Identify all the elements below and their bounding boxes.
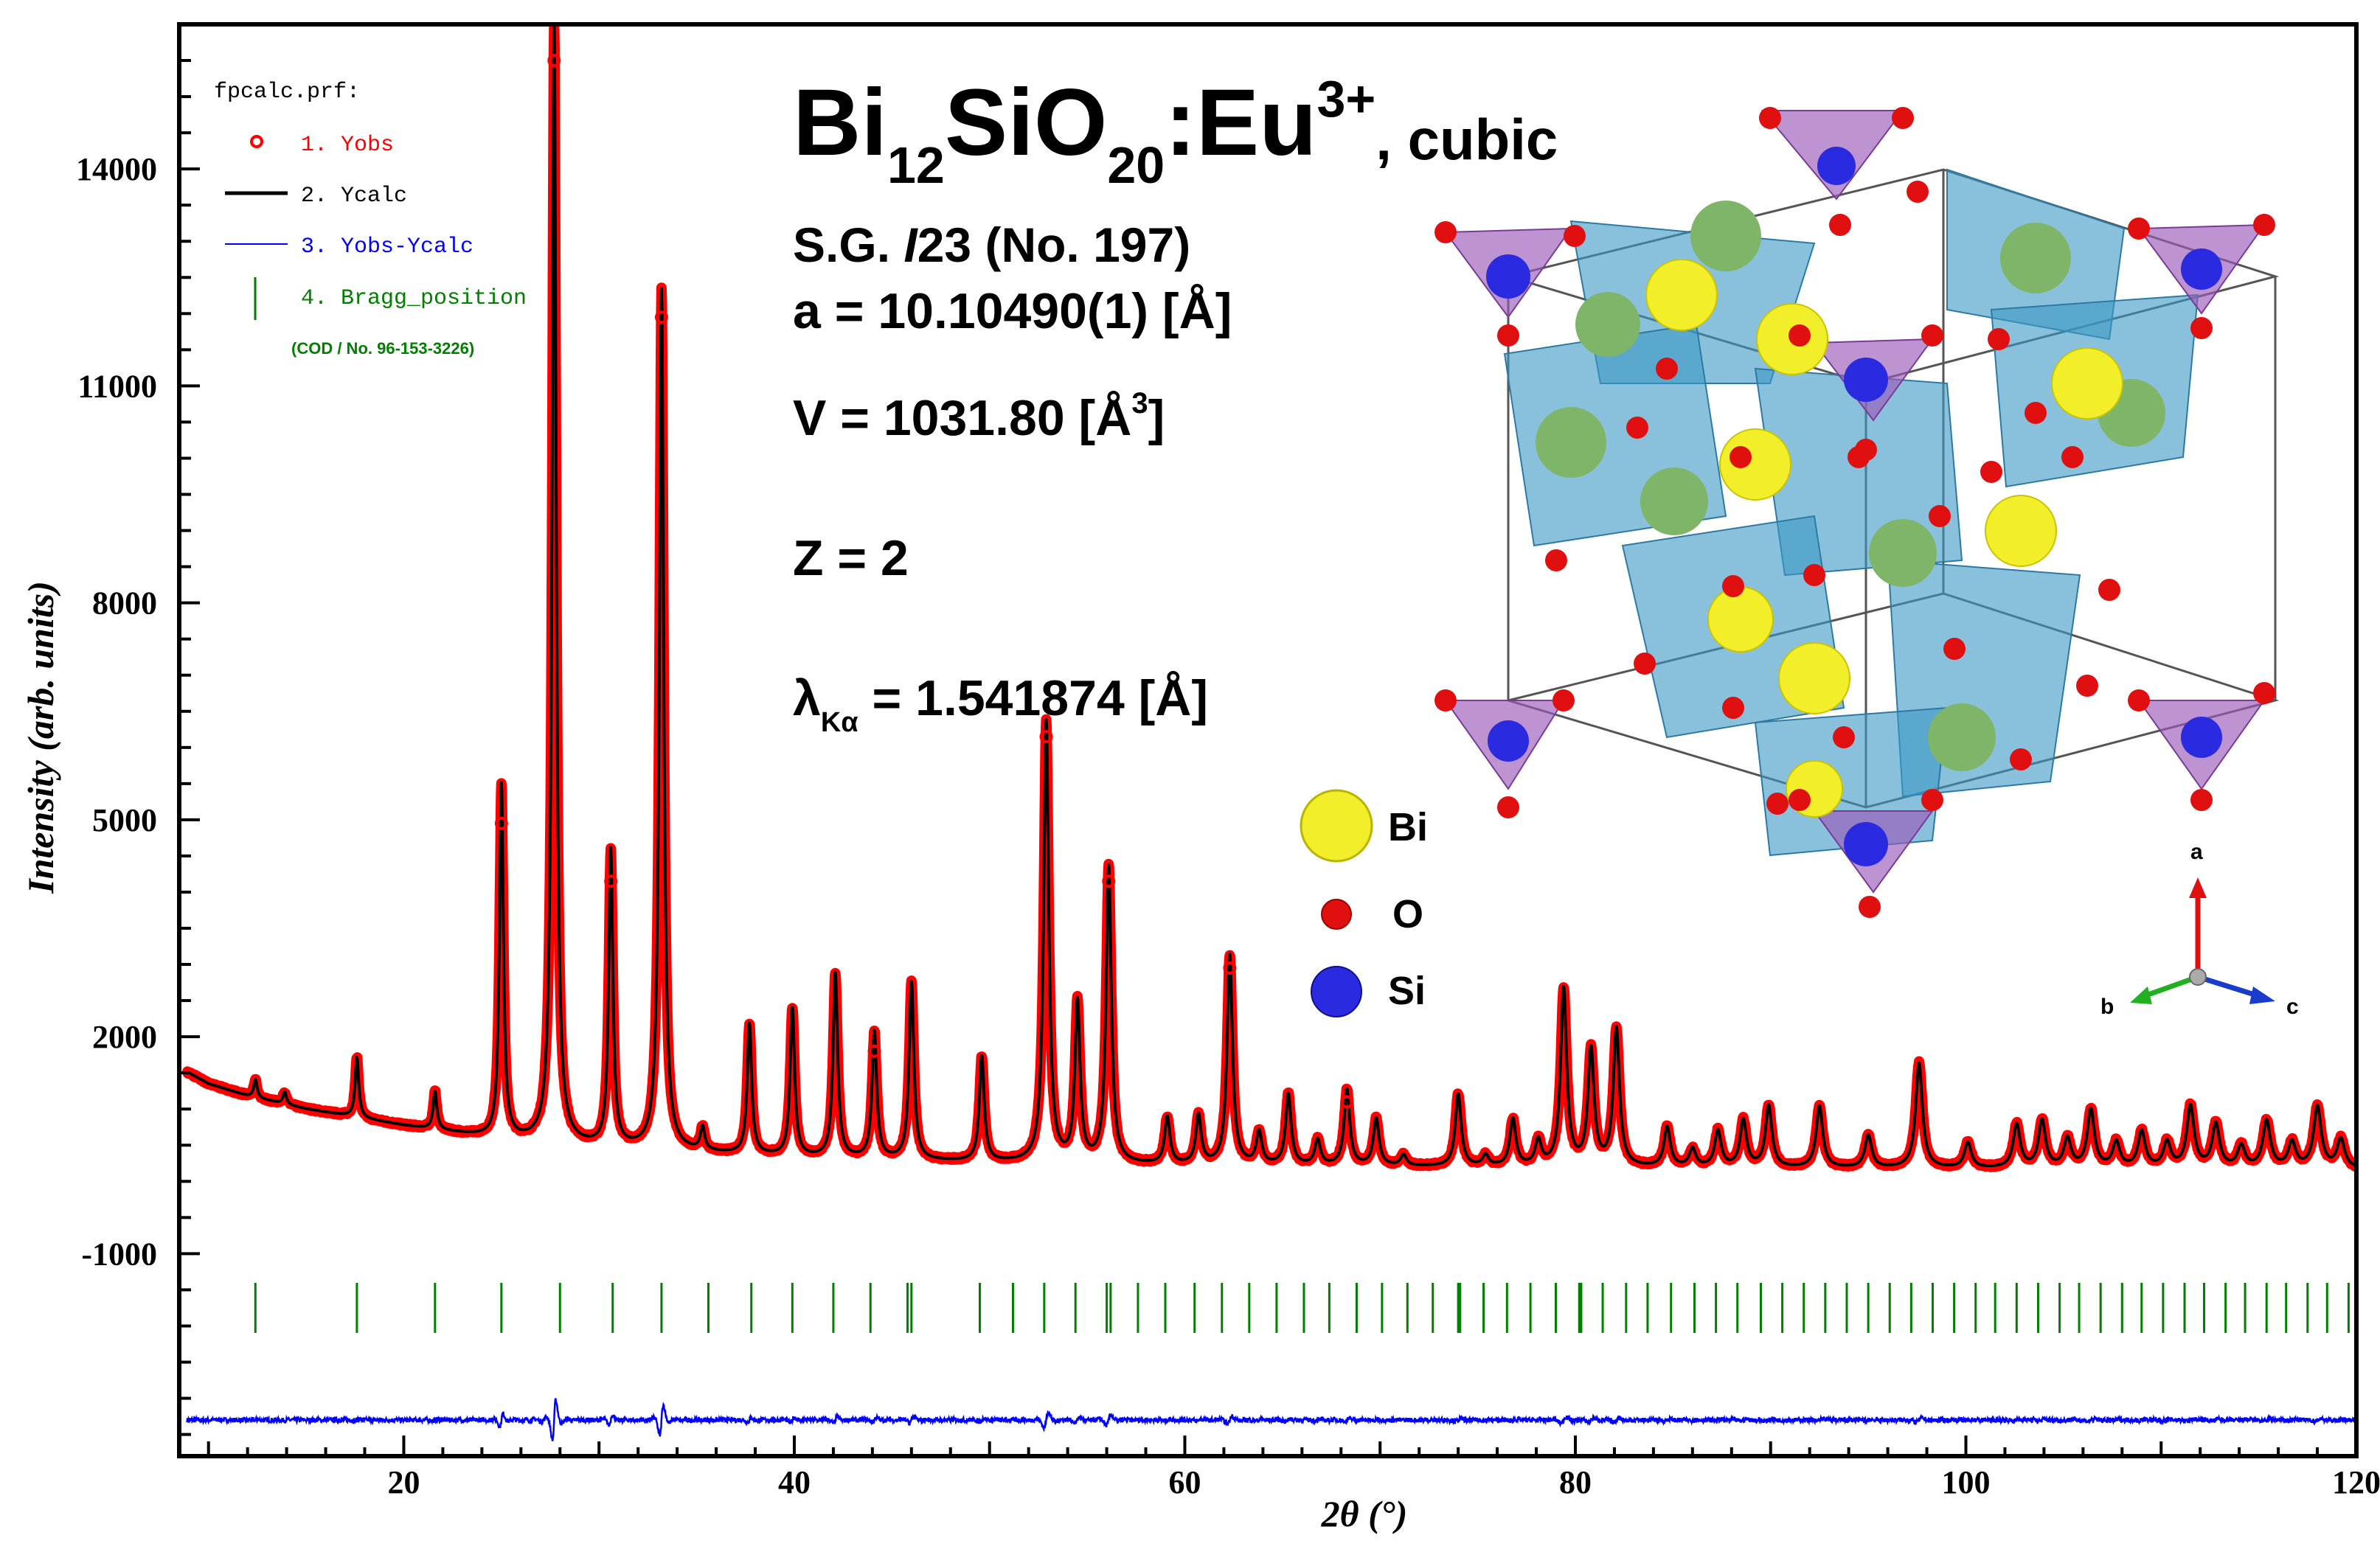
- formula-bi: Bi: [793, 70, 887, 175]
- si-atom-label: Si: [1388, 969, 1426, 1013]
- wavelength: λKα = 1.541874 [Å]: [793, 670, 1208, 738]
- atom-legend: Bi O Si: [1300, 789, 1428, 1017]
- atom-spheres: [1434, 107, 2275, 918]
- space-group-suffix: 23 (No. 197): [917, 218, 1190, 272]
- x-tick-label-0: 20: [387, 1464, 420, 1500]
- space-group: S.G. I23 (No. 197): [793, 218, 1190, 272]
- x-tick-label-2: 60: [1168, 1464, 1201, 1500]
- crystal-info: Bi12SiO20:Eu3+, cubic S.G. I23 (No. 197)…: [793, 70, 1558, 738]
- wavelength-sub: Kα: [821, 707, 858, 738]
- cell-volume: V = 1031.80 [Å3]: [793, 387, 1165, 446]
- legend-yobs-marker: [250, 135, 263, 148]
- y-tick-label-0: 14000: [76, 151, 157, 187]
- x-tick-label-3: 80: [1559, 1464, 1592, 1500]
- x-tick-label-1: 40: [778, 1464, 811, 1500]
- volume-sup: 3: [1131, 387, 1148, 420]
- y-tick-label-5: -1000: [81, 1236, 157, 1272]
- legend-ycalc-label: 2. Ycalc: [301, 184, 407, 209]
- plot-layer: [181, 24, 2356, 1441]
- bi-atom-label: Bi: [1388, 805, 1428, 849]
- volume-close: ]: [1148, 390, 1165, 446]
- formula: Bi12SiO20:Eu3+, cubic: [793, 70, 1558, 194]
- legend-bragg-label: 4. Bragg_position: [301, 286, 527, 311]
- yobs-peak-marker-4: [604, 874, 618, 888]
- yobs-peak-marker-2: [1039, 730, 1053, 744]
- yobs-peak-marker-3: [494, 816, 508, 830]
- formula-eu: :Eu: [1165, 70, 1316, 175]
- axis-b-label: b: [2100, 995, 2114, 1019]
- polyhedra: [1503, 168, 2199, 857]
- y-tick-label-2: 8000: [92, 585, 157, 622]
- axes-layer: 14000 11000 8000 5000 2000 -1000 20 40 60 80 100 12…: [76, 23, 2380, 1500]
- space-group-prefix: S.G.: [793, 218, 903, 272]
- yobs-peak-marker-0: [547, 54, 561, 68]
- wavelength-value: = 1.541874 [Å]: [858, 670, 1208, 726]
- lattice-parameter: a = 10.10490(1) [Å]: [793, 283, 1232, 339]
- y-axis-title: Intensity (arb. units): [20, 581, 61, 894]
- legend: fpcalc.prf: 1. Yobs 2. Ycalc 3. Yobs-Yca…: [214, 80, 527, 358]
- formula-sio: SiO: [945, 70, 1108, 175]
- ycalc-series: [186, 24, 2356, 1167]
- wavelength-lambda: λ: [793, 670, 821, 726]
- crystal-axes-indicator: a b c: [2100, 840, 2299, 1019]
- y-tick-label-1: 11000: [77, 368, 157, 404]
- difference-series: [186, 1398, 2356, 1441]
- plot-area: [181, 24, 2356, 1441]
- yobs-peak-marker-8: [1340, 1095, 1354, 1109]
- legend-title: fpcalc.prf:: [214, 80, 360, 105]
- yobs-peak-marker-7: [867, 1044, 881, 1058]
- formula-units: Z = 2: [793, 530, 909, 586]
- yobs-peak-marker-5: [1102, 874, 1116, 888]
- axis-c-label: c: [2286, 995, 2299, 1019]
- si-atom-swatch: [1311, 966, 1362, 1017]
- formula-sub-12: 12: [887, 136, 945, 194]
- axis-a-label: a: [2190, 840, 2203, 864]
- formula-sup-3plus: 3+: [1316, 70, 1375, 128]
- yobs-peak-marker-6: [1223, 961, 1237, 975]
- legend-diff-label: 3. Yobs-Ycalc: [301, 234, 473, 260]
- y-tick-label-3: 5000: [92, 802, 157, 838]
- o-atom-label: O: [1392, 892, 1423, 936]
- crystal-system: , cubic: [1375, 107, 1558, 172]
- y-tick-label-4: 2000: [92, 1019, 157, 1055]
- o-atom-swatch: [1321, 899, 1352, 930]
- crystal-structure-illustration: [1434, 107, 2280, 918]
- bi-atom-swatch: [1300, 789, 1373, 863]
- legend-cod-note: (COD / No. 96-153-3226): [291, 339, 474, 358]
- x-tick-label-5: 120: [2332, 1464, 2380, 1500]
- space-group-symbol: I: [903, 218, 918, 272]
- volume-main: V = 1031.80 [Å: [793, 390, 1131, 446]
- formula-sub-20: 20: [1107, 136, 1165, 194]
- legend-yobs-label: 1. Yobs: [301, 133, 394, 158]
- x-tick-label-4: 100: [1941, 1464, 1990, 1500]
- x-axis-title: 2θ (°): [1321, 1493, 1408, 1534]
- yobs-peak-marker-1: [654, 310, 668, 324]
- plot-frame: [177, 22, 2359, 1458]
